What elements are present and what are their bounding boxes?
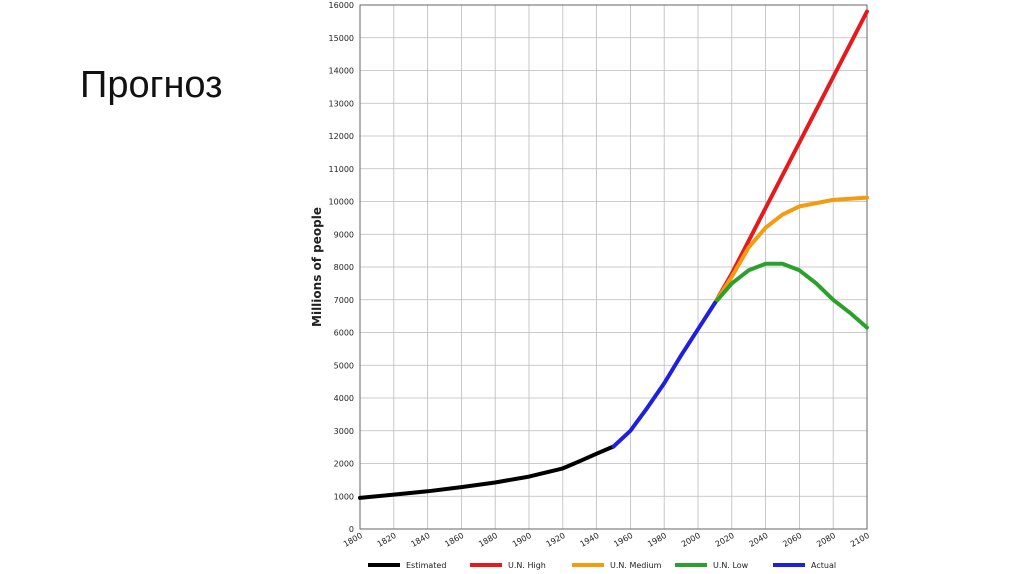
y-axis-label: Millions of people [310, 207, 324, 327]
y-tick-label: 11000 [329, 165, 354, 174]
y-tick-label: 3000 [334, 427, 354, 436]
series-line [712, 261, 869, 330]
x-tick-label: 1860 [443, 531, 465, 549]
y-tick-label: 12000 [329, 132, 354, 141]
x-tick-label: 2040 [747, 531, 769, 549]
x-tick-label: 2000 [680, 531, 702, 549]
legend-label: Actual [811, 561, 836, 570]
x-tick-label: 1880 [477, 531, 499, 549]
y-tick-label: 10000 [329, 198, 354, 207]
x-tick-label: 2100 [849, 531, 871, 549]
y-tick-label: 6000 [334, 329, 354, 338]
series-line [712, 195, 869, 305]
x-tick-label: 1840 [409, 531, 431, 549]
series-line [712, 9, 869, 305]
x-tick-label: 1820 [376, 531, 398, 549]
series-line [611, 301, 717, 449]
x-tick-label: 1920 [545, 531, 567, 549]
y-tick-label: 0 [349, 525, 354, 534]
x-tick-label: 1980 [646, 531, 668, 549]
x-tick-label: 1960 [612, 531, 634, 549]
x-tick-label: 1800 [342, 531, 364, 549]
x-tick-label: 2020 [714, 531, 736, 549]
y-tick-label: 5000 [334, 361, 354, 370]
y-tick-label: 7000 [334, 296, 354, 305]
plot-frame [359, 4, 868, 530]
y-tick-label: 8000 [334, 263, 354, 272]
y-tick-label: 1000 [334, 492, 354, 501]
legend-label: U.N. High [508, 561, 546, 570]
legend-label: Estimated [406, 561, 446, 570]
y-tick-label: 2000 [334, 460, 354, 469]
x-tick-label: 2080 [815, 531, 837, 549]
slide-title: Прогноз [80, 64, 223, 106]
legend-label: U.N. Medium [610, 561, 662, 570]
series-line [358, 444, 616, 500]
x-tick-label: 1900 [511, 531, 533, 549]
y-tick-label: 14000 [329, 67, 354, 76]
y-tick-label: 4000 [334, 394, 354, 403]
y-tick-label: 15000 [329, 34, 354, 43]
y-tick-label: 9000 [334, 230, 354, 239]
x-tick-label: 1940 [578, 531, 600, 549]
legend-label: U.N. Low [713, 561, 749, 570]
x-tick-label: 2060 [781, 531, 803, 549]
y-tick-label: 13000 [329, 99, 354, 108]
y-tick-label: 16000 [329, 1, 354, 10]
